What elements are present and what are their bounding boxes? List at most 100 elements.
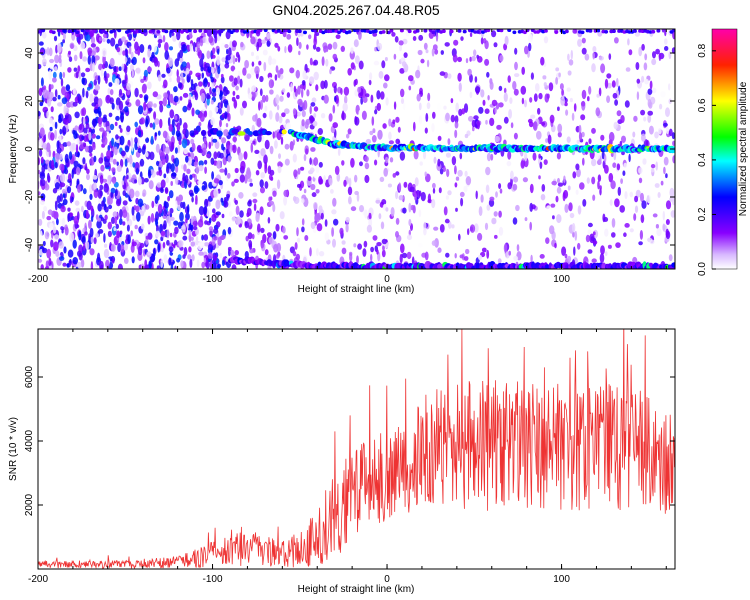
spectrogram-noise-cell xyxy=(444,218,450,224)
spectrogram-noise-cell xyxy=(297,111,301,117)
spectrogram-noise-cell xyxy=(469,73,473,83)
spectrogram-noise-cell xyxy=(376,90,381,100)
spectrogram-noise-cell xyxy=(308,34,312,40)
spectrogram-noise-cell xyxy=(624,100,630,108)
spectrogram-noise-cell xyxy=(381,249,386,258)
spectrogram-alias-cell xyxy=(522,30,527,35)
spectrogram-noise-cell xyxy=(423,42,428,50)
spectrogram-noise-cell xyxy=(75,166,81,176)
spectrogram-noise-cell xyxy=(225,30,231,40)
spectrogram-noise-cell xyxy=(356,193,360,202)
spectrogram-noise-cell xyxy=(364,174,370,184)
spectrogram-noise-cell xyxy=(324,219,328,227)
spectrogram-noise-cell xyxy=(463,256,469,261)
spectrogram-noise-cell xyxy=(210,157,215,165)
spectrogram-noise-cell xyxy=(102,136,108,146)
spectrogram-noise-cell xyxy=(38,41,44,46)
spectrogram-noise-cell xyxy=(591,158,597,167)
spectrogram-noise-cell xyxy=(489,117,495,127)
spectrogram-noise-cell xyxy=(420,191,426,202)
spectrogram-noise-cell xyxy=(113,227,117,232)
spectrogram-noise-cell xyxy=(134,41,139,51)
spectrogram-noise-cell xyxy=(163,79,168,89)
spectrogram-cells xyxy=(38,29,675,269)
spectrogram-noise-cell xyxy=(129,154,133,165)
spectrogram-noise-cell xyxy=(135,167,140,175)
spectrogram-noise-cell xyxy=(124,57,128,63)
spectrogram-noise-cell xyxy=(408,85,412,91)
spectrogram-noise-cell xyxy=(494,107,497,114)
spectrogram-noise-cell xyxy=(259,179,264,188)
spectrogram-noise-cell xyxy=(551,180,557,186)
spectrogram-noise-cell xyxy=(580,101,586,107)
spectrogram-noise-cell xyxy=(89,248,95,256)
spectrogram-noise-cell xyxy=(276,179,281,190)
spectrogram-noise-cell xyxy=(73,67,78,72)
spectrogram-noise-cell xyxy=(530,114,536,119)
spectrogram-noise-cell xyxy=(272,231,277,240)
spectrogram-noise-cell xyxy=(131,241,137,247)
spectrogram-noise-cell xyxy=(469,56,472,62)
spectrogram-noise-cell xyxy=(150,213,155,223)
spectrogram-noise-cell xyxy=(86,173,90,181)
spectrogram-noise-cell xyxy=(611,80,616,88)
spectrogram-noise-cell xyxy=(176,30,181,41)
spectrogram-noise-cell xyxy=(642,158,647,165)
spectrogram-noise-cell xyxy=(440,50,444,55)
spectrogram-noise-cell xyxy=(370,94,374,103)
spectrogram-noise-cell xyxy=(632,131,636,138)
spectrogram-noise-cell xyxy=(232,136,237,142)
spectrogram-noise-cell xyxy=(205,93,210,100)
spectrogram-noise-cell xyxy=(300,166,305,171)
spectrogram-noise-cell xyxy=(166,165,170,174)
spectrogram-noise-cell xyxy=(487,95,490,101)
spectrogram-noise-cell xyxy=(362,248,367,257)
spectrogram-noise-cell xyxy=(524,99,527,108)
spectrogram-noise-cell xyxy=(252,192,258,197)
spectrogram-noise-cell xyxy=(224,44,229,49)
spectrogram-noise-cell xyxy=(222,86,229,97)
spectrogram-noise-cell xyxy=(51,159,55,169)
spectrogram-noise-cell xyxy=(134,87,139,98)
spectrogram-noise-cell xyxy=(306,44,309,50)
spectrogram-noise-cell xyxy=(474,76,478,83)
spectrogram-noise-cell xyxy=(48,117,54,124)
spectrogram-noise-cell xyxy=(316,223,323,232)
spectrogram-noise-cell xyxy=(188,233,192,243)
spectrogram-noise-cell xyxy=(101,200,105,207)
spectrogram-noise-cell xyxy=(73,130,78,139)
spectrogram-noise-cell xyxy=(389,157,394,163)
spectrogram-noise-cell xyxy=(50,84,54,90)
spectrogram-noise-cell xyxy=(297,183,301,188)
spectrogram-noise-cell xyxy=(49,58,55,64)
spectrogram-noise-cell xyxy=(423,228,427,236)
spectrogram-noise-cell xyxy=(296,227,299,237)
spectrogram-noise-cell xyxy=(427,199,433,204)
spectrogram-noise-cell xyxy=(329,68,332,75)
spectrogram-noise-cell xyxy=(207,244,213,251)
spectrogram-noise-cell xyxy=(333,85,337,94)
spectrogram-noise-cell xyxy=(418,115,423,125)
spectrogram-noise-cell xyxy=(153,111,157,120)
spectrogram-noise-cell xyxy=(163,220,167,230)
spectrogram-alias-cell xyxy=(164,29,169,34)
spectrogram-noise-cell xyxy=(395,171,400,176)
spectrogram-noise-cell xyxy=(87,55,92,65)
spectrogram-noise-cell xyxy=(189,130,195,137)
spectrogram-noise-cell xyxy=(297,85,301,95)
spectrogram-noise-cell xyxy=(63,246,67,254)
spectrogram-noise-cell xyxy=(454,182,458,188)
spectrogram-noise-cell xyxy=(303,188,307,194)
spectrogram-noise-cell xyxy=(496,124,502,130)
spectrogram-noise-cell xyxy=(388,140,394,145)
spectrogram-noise-cell xyxy=(77,211,80,221)
spectrogram-noise-cell xyxy=(353,39,359,48)
spectrogram-noise-cell xyxy=(175,130,181,137)
spectrogram-noise-cell xyxy=(107,145,111,152)
spectrogram-noise-cell xyxy=(176,197,181,206)
spectrogram-noise-cell xyxy=(543,82,547,87)
spectrogram-noise-cell xyxy=(458,108,463,116)
spectrogram-noise-cell xyxy=(183,147,189,155)
spectrogram-noise-cell xyxy=(91,133,96,139)
spectrogram-noise-cell xyxy=(83,242,86,251)
